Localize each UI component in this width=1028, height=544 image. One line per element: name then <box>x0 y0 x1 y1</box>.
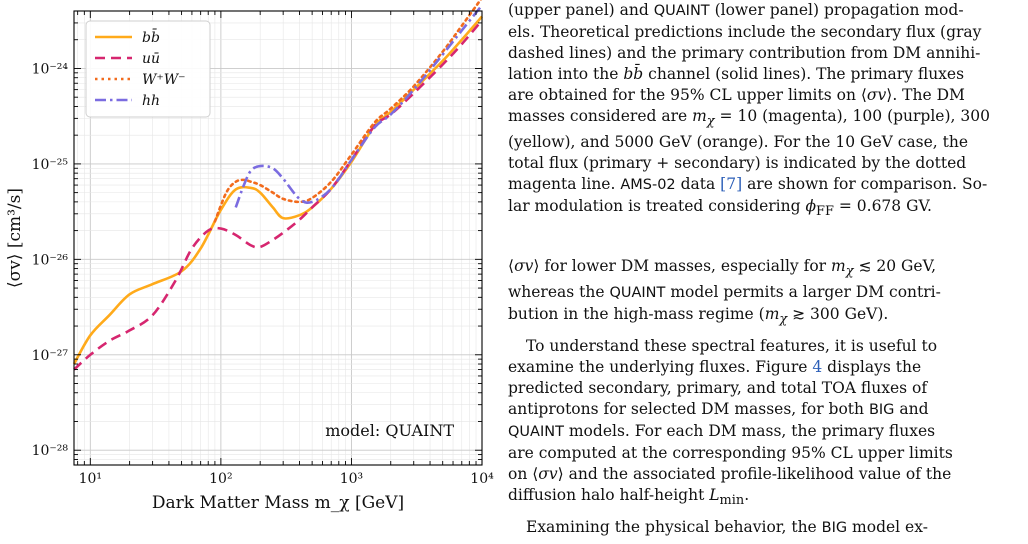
y-tick-label: 10⁻²⁵ <box>32 157 69 173</box>
caption-line: els. Theoretical predictions include the… <box>508 23 982 41</box>
body-text: ⟨σv⟩ for lower DM masses, especially for… <box>508 256 1020 539</box>
dm-annihilation-limit-chart: 10¹ 10² 10³ 10⁴ 10⁻²⁸ 10⁻²⁷ 10⁻²⁶ 10⁻²⁵ 10⁻²⁴ bb… <box>5 0 494 513</box>
body-line: whereas the QUAINT model permits a large… <box>508 283 941 302</box>
model-annotation: model: QUAINT <box>325 421 454 440</box>
body-line: diffusion halo half-height Lmin. <box>508 486 750 509</box>
series-line-dashed <box>73 19 483 371</box>
chart-legend: bb̄ uū W⁺W⁻ hh <box>85 20 211 118</box>
body-line: examine the underlying fluxes. Figure 4 … <box>508 358 922 377</box>
citation-link[interactable]: [7] <box>720 175 743 194</box>
chart-series-lines <box>72 0 484 371</box>
y-axis-label: ⟨σv⟩ [cm³/s] <box>5 188 25 288</box>
y-tick-label: 10⁻²⁴ <box>32 61 69 77</box>
body-line: To understand these spectral features, i… <box>526 337 938 356</box>
legend-box <box>85 20 211 118</box>
x-tick-label: 10⁴ <box>470 471 494 487</box>
body-line: Examining the physical behavior, the BIG… <box>526 518 928 537</box>
body-line: bution in the high-mass regime (mχ ≳ 300… <box>508 305 889 328</box>
x-tick-label: 10² <box>209 471 232 487</box>
body-line: on ⟨σv⟩ and the associated profile-likel… <box>508 465 952 484</box>
caption-line: magenta line. AMS-02 data [7] are shown … <box>508 175 988 194</box>
caption-line: (yellow), and 5000 GeV (orange). For the… <box>508 133 969 152</box>
y-tick-label: 10⁻²⁶ <box>32 252 69 268</box>
caption-line: lar modulation is treated considering ϕF… <box>508 197 932 220</box>
y-tick-label: 10⁻²⁷ <box>32 348 69 364</box>
caption-line: (upper panel) and QUAINT (lower panel) p… <box>508 1 964 19</box>
caption-line: total flux (primary + secondary) is indi… <box>508 154 967 173</box>
body-line: antiprotons for selected DM masses, for … <box>508 400 929 419</box>
body-line: predicted secondary, primary, and total … <box>508 379 928 398</box>
legend-label: bb̄ <box>142 28 160 46</box>
x-axis-label: Dark Matter Mass m_χ [GeV] <box>152 493 404 513</box>
y-tick-label: 10⁻²⁸ <box>32 443 69 459</box>
body-line: ⟨σv⟩ for lower DM masses, especially for… <box>508 257 937 280</box>
x-tick-label: 10³ <box>340 471 363 487</box>
caption-line: dashed lines) and the primary contributi… <box>508 44 981 62</box>
x-tick-label: 10¹ <box>79 471 102 487</box>
body-line: QUAINT models. For each DM mass, the pri… <box>508 422 936 441</box>
figure-caption: (upper panel) and QUAINT (lower panel) p… <box>508 0 1020 222</box>
series-line-solid <box>72 15 483 365</box>
legend-label: hh <box>142 93 160 109</box>
caption-line: masses considered are mχ = 10 (magenta),… <box>508 107 990 130</box>
legend-label: W⁺W⁻ <box>142 72 186 88</box>
legend-label: uū <box>142 51 160 67</box>
caption-line: lation into the bb̄ channel (solid lines… <box>508 65 965 83</box>
caption-line: are obtained for the 95% CL upper limits… <box>508 86 965 104</box>
series-line-dashdot <box>234 4 484 208</box>
body-line: are computed at the corresponding 95% CL… <box>508 444 953 463</box>
chart-ticks: 10¹ 10² 10³ 10⁴ 10⁻²⁸ 10⁻²⁷ 10⁻²⁶ 10⁻²⁵ 10⁻²⁴ <box>32 10 494 487</box>
figure-link[interactable]: 4 <box>812 358 823 377</box>
plot-frame <box>73 10 483 466</box>
